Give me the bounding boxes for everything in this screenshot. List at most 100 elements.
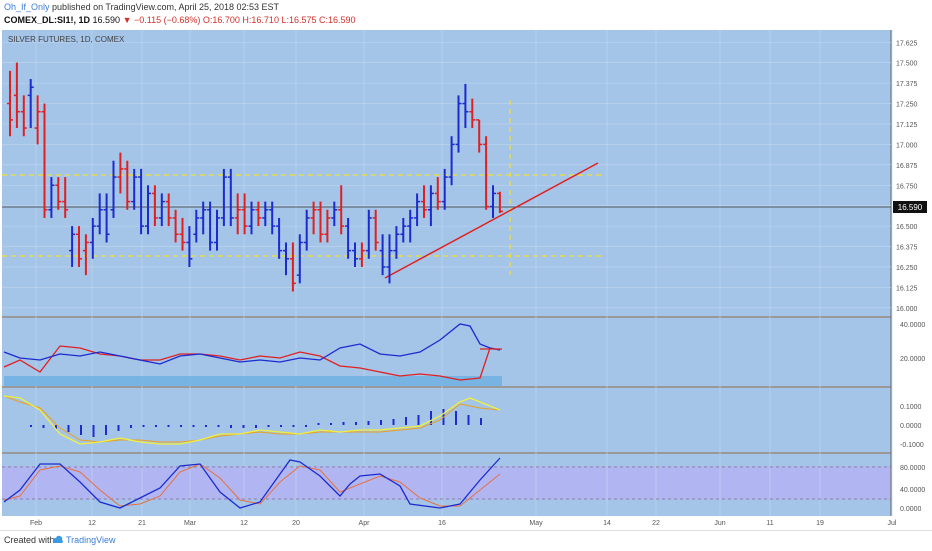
macd-bar [430, 411, 432, 425]
ohlc-bar [220, 168, 227, 227]
ohlc-bar [324, 209, 331, 243]
macd-bar [67, 425, 70, 432]
macd-bar [480, 418, 482, 425]
time-tick: Jun [714, 520, 725, 527]
publish-line: Oh_If_Only published on TradingView.com,… [4, 2, 279, 12]
ohlc-bar [103, 193, 110, 243]
ohlc-bar [89, 217, 96, 259]
ohlc-bar [379, 234, 386, 276]
ohlc-bar [448, 136, 455, 186]
symbol-label: COMEX_DL:SI1!, 1D [4, 15, 91, 25]
time-tick: 21 [138, 520, 146, 527]
macd-bar [417, 415, 420, 425]
ohlc-bar [145, 185, 151, 235]
stoch-band [2, 466, 891, 500]
ohlc-bar [124, 160, 131, 210]
macd-bar [392, 419, 395, 425]
ohlc-bar [227, 168, 234, 227]
time-tick: Apr [359, 520, 371, 527]
time-tick: Feb [30, 520, 42, 527]
ohlc-bar [434, 177, 441, 210]
time-tick: 20 [292, 520, 300, 527]
ohlc-bar [7, 70, 13, 137]
ohlc-values: O:16.700 H:16.710 L:16.575 C:16.590 [202, 15, 356, 25]
ohlc-bar [283, 242, 289, 276]
stoch-tick: 40.0000 [900, 487, 925, 494]
ohlc-bar [372, 209, 379, 251]
ohlc-bar [310, 201, 317, 235]
last-price: 16.590 [92, 15, 121, 25]
ohlc-bar [151, 185, 158, 227]
author-link[interactable]: Oh_If_Only [4, 2, 50, 12]
macd-bar [405, 417, 407, 425]
tradingview-link[interactable]: TradingView [66, 535, 116, 545]
macd-bar [280, 425, 282, 427]
macd-bar [192, 425, 195, 427]
ohlc-bar [186, 226, 193, 267]
ohlc-bar [358, 242, 365, 267]
ohlc-bars [7, 62, 503, 292]
ohlc-bar [331, 201, 338, 227]
stoch-tick: 80.0000 [900, 465, 925, 472]
ohlc-bar [255, 201, 262, 227]
ohlc-bar [421, 185, 427, 218]
chart-area[interactable]: SILVER FUTURES, 1D, COMEX 17.625 17.500 17… [0, 30, 932, 528]
macd-bar [167, 425, 170, 427]
price-tick: 16.500 [896, 224, 918, 231]
macd-bar [242, 425, 245, 428]
macd-bar [92, 425, 95, 437]
price-tick: 17.375 [896, 81, 918, 88]
ohlc-bar [165, 193, 172, 227]
ohlc-bar [338, 185, 345, 235]
ohlc-bar [317, 201, 324, 243]
dmi-plus-line [3, 323, 501, 365]
footer: Created with TradingView [0, 530, 932, 551]
ohlc-bar [131, 168, 138, 210]
time-tick: Mar [184, 520, 197, 527]
chart-title: SILVER FUTURES, 1D, COMEX [8, 35, 125, 44]
macd-bar [267, 425, 270, 427]
ohlc-bar [386, 234, 393, 284]
macd-bar [467, 415, 470, 425]
macd-bar [330, 423, 332, 425]
macd-bar [342, 422, 345, 425]
ohlc-bar [476, 119, 483, 153]
price-tick: 17.250 [896, 102, 918, 109]
macd-pane-bg [2, 388, 891, 452]
ohlc-bar [248, 201, 255, 235]
tradingview-cloud-icon [52, 535, 63, 543]
ohlc-bar [393, 226, 400, 259]
price-tick: 16.375 [896, 245, 918, 252]
ohlc-bar [179, 217, 186, 251]
ohlc-bar [200, 201, 207, 235]
time-tick: 11 [766, 520, 773, 527]
chart-svg[interactable]: SILVER FUTURES, 1D, COMEX 17.62517.50017… [0, 30, 932, 528]
macd-bar [130, 425, 132, 428]
macd-bar [367, 421, 370, 425]
macd-bar [42, 425, 45, 428]
macd-bar [380, 420, 382, 425]
time-tick: Jul [888, 520, 897, 527]
price-label-box [893, 201, 927, 213]
dmi-minus-line [3, 345, 501, 381]
ohlc-bar [269, 201, 276, 235]
macd-bar [55, 425, 57, 429]
macd-bar [80, 425, 82, 435]
ohlc-bar [276, 217, 283, 259]
time-axis: Feb 12 21 Mar 12 20 Apr 16 May 14 22 Jun 11 19 Jul [30, 520, 897, 527]
time-tick: 12 [88, 520, 96, 527]
ohlc-bar [365, 209, 372, 259]
created-with-label: Created with [4, 535, 55, 545]
dmi-pane-bg [2, 318, 891, 386]
time-tick: 19 [816, 520, 824, 527]
time-tick: 22 [652, 520, 660, 527]
macd-bar [105, 425, 107, 435]
time-tick: 14 [603, 520, 611, 527]
ohlc-bar [427, 185, 434, 227]
ohlc-bar [69, 226, 76, 267]
price-tick: 16.125 [896, 285, 918, 292]
macd-tick: 0.0000 [900, 423, 922, 430]
ohlc-bar [193, 209, 200, 243]
ohlc-bar [82, 234, 89, 276]
ohlc-bar [462, 83, 469, 129]
